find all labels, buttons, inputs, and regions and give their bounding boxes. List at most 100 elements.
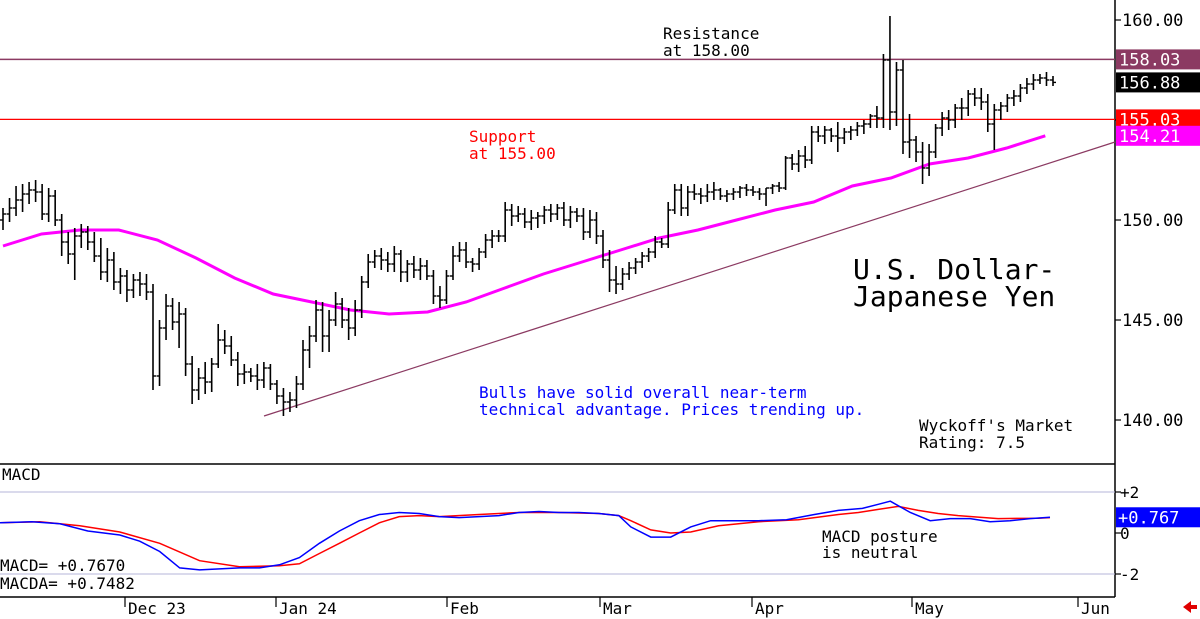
last-price-badge: 156.88 [1116, 72, 1200, 93]
price-bar [658, 238, 665, 248]
svg-text:+0.767: +0.767 [1118, 508, 1179, 528]
price-bar [423, 260, 430, 280]
price-bar [776, 182, 783, 192]
macd-line [0, 500, 1051, 571]
price-bar [273, 380, 280, 404]
price-bar [397, 250, 404, 282]
price-bar [678, 184, 685, 216]
price-bar [176, 302, 183, 348]
price-bar [560, 202, 567, 226]
price-bar [508, 204, 515, 226]
price-bar [156, 320, 163, 386]
price-bar [841, 128, 848, 144]
price-bar [586, 210, 593, 238]
price-bar [300, 340, 306, 390]
price-bar [143, 274, 150, 300]
price-bar [984, 94, 991, 132]
price-bar [978, 88, 985, 110]
macd-tick-label: -2 [1120, 565, 1139, 584]
macd-tick-label: 0 [1120, 524, 1130, 543]
svg-text:154.21: 154.21 [1119, 127, 1180, 147]
svg-text:158.03: 158.03 [1119, 50, 1180, 70]
price-bar [502, 202, 509, 242]
svg-text:155.03: 155.03 [1119, 110, 1180, 130]
month-label: Apr [755, 599, 784, 618]
price-bar [91, 232, 98, 262]
price-bar [1030, 74, 1037, 90]
price-bar [189, 356, 196, 404]
price-bar [254, 364, 261, 390]
price-bar [834, 122, 841, 152]
moving-average-badge: 154.21 [1116, 125, 1200, 147]
macd-panel-label: MACD [2, 465, 41, 484]
price-bar [0, 208, 6, 230]
price-bar [136, 272, 143, 296]
price-bar [6, 198, 13, 222]
price-bar [723, 190, 730, 202]
price-bar [952, 104, 959, 128]
macd-posture-label: MACD posture is neutral [822, 527, 947, 562]
price-bar [580, 208, 587, 240]
price-bar [821, 126, 828, 144]
price-bar [417, 258, 424, 280]
price-bar [182, 308, 189, 376]
price-bar [463, 242, 470, 268]
price-bar [482, 234, 489, 258]
price-bar [632, 258, 639, 274]
price-bar [880, 54, 887, 128]
price-bar [567, 206, 574, 228]
support-label: Support at 155.00 [469, 127, 556, 163]
price-bar [919, 142, 926, 184]
price-bar [32, 180, 39, 202]
price-bar [234, 352, 241, 386]
price-bar [52, 190, 59, 226]
month-separators [124, 597, 1079, 607]
month-label: Jan 24 [279, 599, 337, 618]
price-bar [195, 368, 202, 400]
price-bar [1036, 74, 1043, 84]
price-bar [84, 226, 91, 250]
price-bar [913, 136, 920, 162]
price-bar [534, 212, 541, 228]
resistance-badge: 158.03 [1116, 49, 1200, 70]
price-bar [606, 250, 613, 292]
price-bar [684, 186, 691, 216]
price-bar [345, 308, 352, 340]
price-bar [306, 326, 313, 368]
price-bar [782, 156, 789, 190]
price-bar [691, 184, 698, 200]
support-badge: 155.03 [1116, 109, 1200, 130]
price-bar [358, 276, 365, 318]
price-bar [469, 258, 476, 272]
price-bar [286, 392, 293, 412]
price-bar [495, 230, 502, 242]
price-bar [260, 362, 267, 388]
market-rating: Wyckoff's Market Rating: 7.5 [919, 416, 1083, 452]
price-bar [104, 248, 111, 282]
price-bar [736, 186, 743, 198]
price-bar [730, 188, 737, 200]
month-labels: Dec 23 Jan 24 Feb Mar Apr May Jun [128, 599, 1110, 618]
price-bar [958, 98, 965, 120]
price-bar [163, 294, 170, 340]
price-bar [854, 122, 861, 136]
price-tick-label: 145.00 [1122, 311, 1183, 331]
price-bar [802, 146, 809, 168]
price-bar [900, 60, 906, 154]
price-tick-label: 150.00 [1122, 211, 1183, 231]
price-bar [339, 298, 346, 328]
price-bar [1010, 90, 1017, 106]
price-bar [26, 182, 33, 204]
price-bar [1004, 94, 1011, 112]
scroll-left-arrow-icon[interactable] [1183, 601, 1197, 613]
price-bar [436, 286, 443, 308]
trendline [263, 141, 1116, 417]
moving-average-line [2, 134, 1046, 316]
month-label: May [915, 599, 944, 618]
price-bar [789, 154, 796, 170]
price-bar [873, 106, 880, 128]
macd-panel [0, 491, 1115, 575]
price-bar [971, 88, 978, 106]
price-bar [65, 232, 72, 264]
